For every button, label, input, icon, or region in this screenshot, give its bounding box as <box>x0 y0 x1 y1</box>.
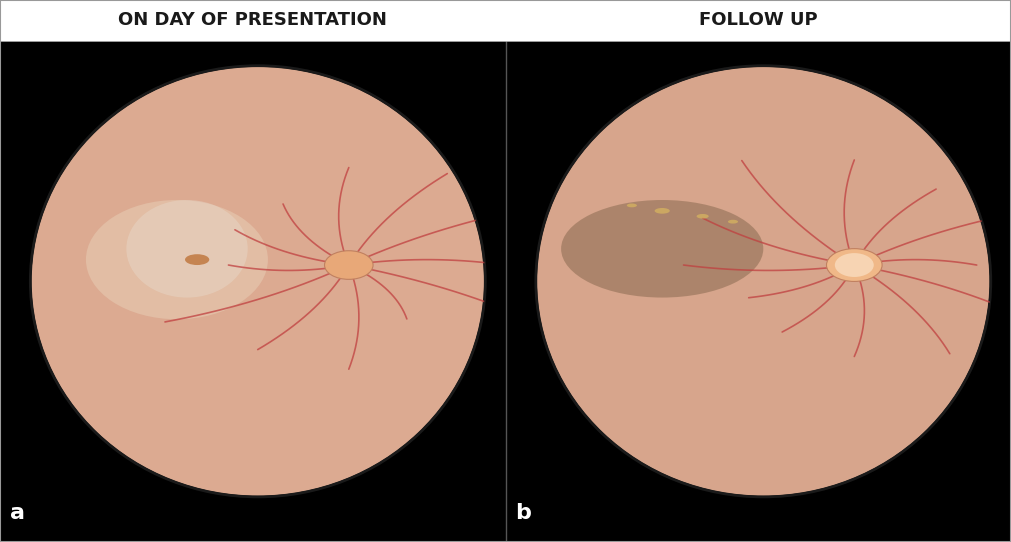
Text: a: a <box>10 503 25 523</box>
Text: FOLLOW UP: FOLLOW UP <box>699 11 818 29</box>
Ellipse shape <box>185 254 209 265</box>
Ellipse shape <box>835 253 874 277</box>
Text: ON DAY OF PRESENTATION: ON DAY OF PRESENTATION <box>118 11 387 29</box>
Ellipse shape <box>655 208 669 214</box>
Ellipse shape <box>536 66 991 497</box>
Ellipse shape <box>826 249 882 281</box>
Ellipse shape <box>728 220 738 223</box>
Ellipse shape <box>86 200 268 319</box>
Ellipse shape <box>30 66 485 497</box>
Ellipse shape <box>697 214 709 218</box>
Ellipse shape <box>126 200 248 298</box>
Ellipse shape <box>325 251 373 279</box>
Ellipse shape <box>561 200 763 298</box>
Bar <box>0 0 1011 41</box>
Text: b: b <box>516 503 532 523</box>
Ellipse shape <box>627 204 637 208</box>
